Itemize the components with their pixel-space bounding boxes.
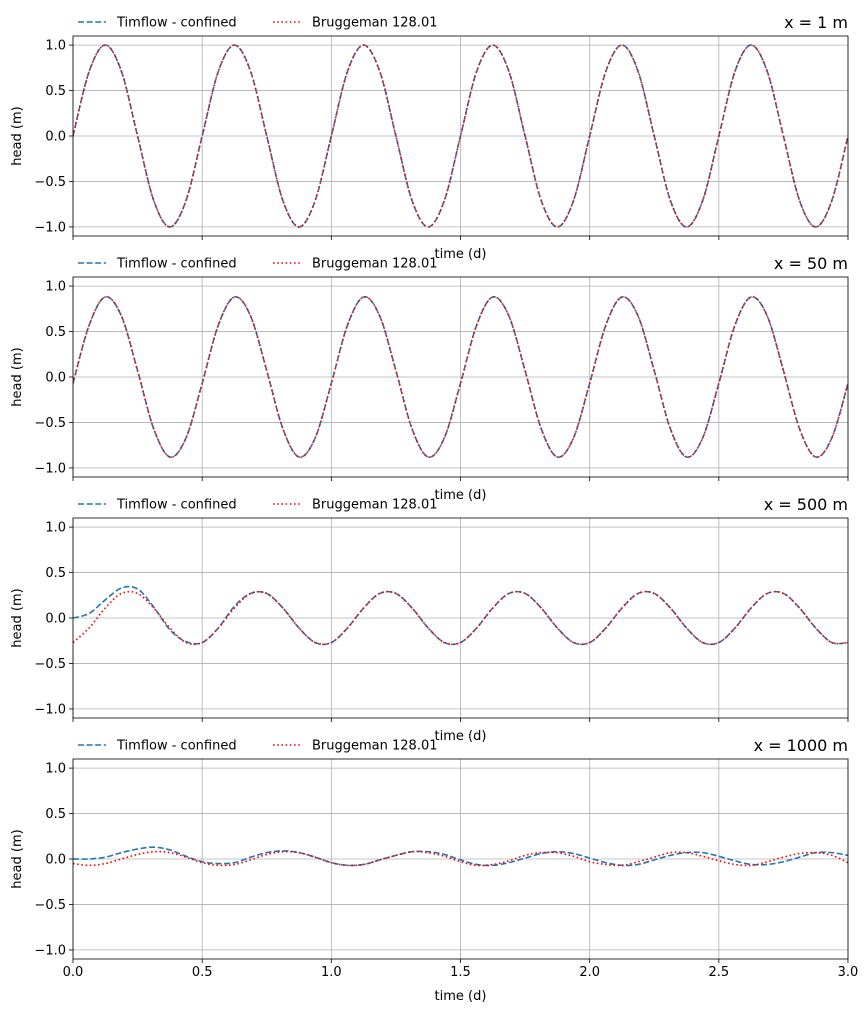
legend-label-timflow: Timflow - confined bbox=[116, 257, 237, 272]
legend: Timflow - confined Bruggeman 128.01 bbox=[78, 16, 438, 31]
x-tick-label: 2.5 bbox=[708, 965, 729, 980]
panel-title: x = 1000 m bbox=[754, 736, 848, 755]
y-tick-label: −0.5 bbox=[34, 416, 66, 431]
series-group bbox=[73, 296, 848, 458]
y-tick-label: −0.5 bbox=[34, 657, 66, 672]
x-tick-label: 3.0 bbox=[838, 965, 859, 980]
legend-label-bruggeman: Bruggeman 128.01 bbox=[312, 257, 438, 272]
series-group bbox=[73, 44, 848, 228]
grid bbox=[72, 277, 849, 477]
x-tick-label: 0.5 bbox=[192, 965, 213, 980]
y-tick-label: 1.0 bbox=[45, 39, 66, 54]
x-tick-label: 0.0 bbox=[63, 965, 84, 980]
y-tick-label: 0.5 bbox=[45, 807, 66, 822]
series-line-timflow bbox=[73, 585, 848, 646]
x-axis-label: time (d) bbox=[435, 247, 487, 262]
x-tick-label: 1.5 bbox=[450, 965, 471, 980]
legend-label-timflow: Timflow - confined bbox=[116, 16, 237, 31]
y-tick-label: 0.5 bbox=[45, 84, 66, 99]
x-axis-label: time (d) bbox=[435, 488, 487, 503]
y-tick-label: −1.0 bbox=[34, 702, 66, 717]
series-line-bruggeman bbox=[73, 44, 848, 228]
panel-title: x = 50 m bbox=[774, 254, 848, 273]
y-tick-label: 0.0 bbox=[45, 371, 66, 386]
panel-2: 1.0 0.5 0.0 −0.5 −1.0 time (d) head (m) x = 50 … bbox=[10, 254, 849, 503]
series-group bbox=[73, 585, 848, 646]
y-tick-label: −0.5 bbox=[34, 898, 66, 913]
series-line-timflow bbox=[73, 846, 848, 867]
x-tick-label: 1.0 bbox=[321, 965, 342, 980]
y-tick-label: 1.0 bbox=[45, 280, 66, 295]
series-group bbox=[73, 846, 848, 867]
panel-1: 1.0 0.5 0.0 −0.5 −1.0 time (d) head (m) x = 1 m… bbox=[10, 13, 849, 262]
y-tick-label: −1.0 bbox=[34, 943, 66, 958]
y-tick-label: −1.0 bbox=[34, 220, 66, 235]
grid bbox=[72, 518, 849, 718]
legend-label-bruggeman: Bruggeman 128.01 bbox=[312, 498, 438, 513]
y-axis-label: head (m) bbox=[10, 829, 25, 888]
y-tick-label: 1.0 bbox=[45, 762, 66, 777]
legend-label-bruggeman: Bruggeman 128.01 bbox=[312, 16, 438, 31]
y-tick-label: 0.0 bbox=[45, 612, 66, 627]
y-tick-label: 1.0 bbox=[45, 521, 66, 536]
panel-title: x = 1 m bbox=[784, 13, 848, 32]
y-tick-label: 0.0 bbox=[45, 130, 66, 145]
legend-label-timflow: Timflow - confined bbox=[116, 498, 237, 513]
panel-title: x = 500 m bbox=[764, 495, 848, 514]
legend: Timflow - confined Bruggeman 128.01 bbox=[78, 257, 438, 272]
x-axis-label: time (d) bbox=[435, 729, 487, 744]
series-line-bruggeman bbox=[73, 296, 848, 458]
y-axis-label: head (m) bbox=[10, 588, 25, 647]
legend-label-bruggeman: Bruggeman 128.01 bbox=[312, 739, 438, 754]
x-axis-label: time (d) bbox=[435, 989, 487, 1004]
y-tick-label: −0.5 bbox=[34, 175, 66, 190]
y-tick-label: 0.5 bbox=[45, 566, 66, 581]
x-tick-label: 2.0 bbox=[579, 965, 600, 980]
legend: Timflow - confined Bruggeman 128.01 bbox=[78, 739, 438, 754]
y-axis-label: head (m) bbox=[10, 106, 25, 165]
legend-label-timflow: Timflow - confined bbox=[116, 739, 237, 754]
y-tick-label: 0.5 bbox=[45, 325, 66, 340]
panel-3: 1.0 0.5 0.0 −0.5 −1.0 time (d) head (m) x = 500… bbox=[10, 495, 849, 744]
y-tick-label: 0.0 bbox=[45, 853, 66, 868]
y-axis-label: head (m) bbox=[10, 347, 25, 406]
legend: Timflow - confined Bruggeman 128.01 bbox=[78, 498, 438, 513]
y-tick-label: −1.0 bbox=[34, 461, 66, 476]
panel-4: 0.0 0.5 1.0 1.5 2.0 2.5 3.0 1.0 0.5 0.0 −0.5 −1.0 ti… bbox=[10, 736, 858, 1004]
